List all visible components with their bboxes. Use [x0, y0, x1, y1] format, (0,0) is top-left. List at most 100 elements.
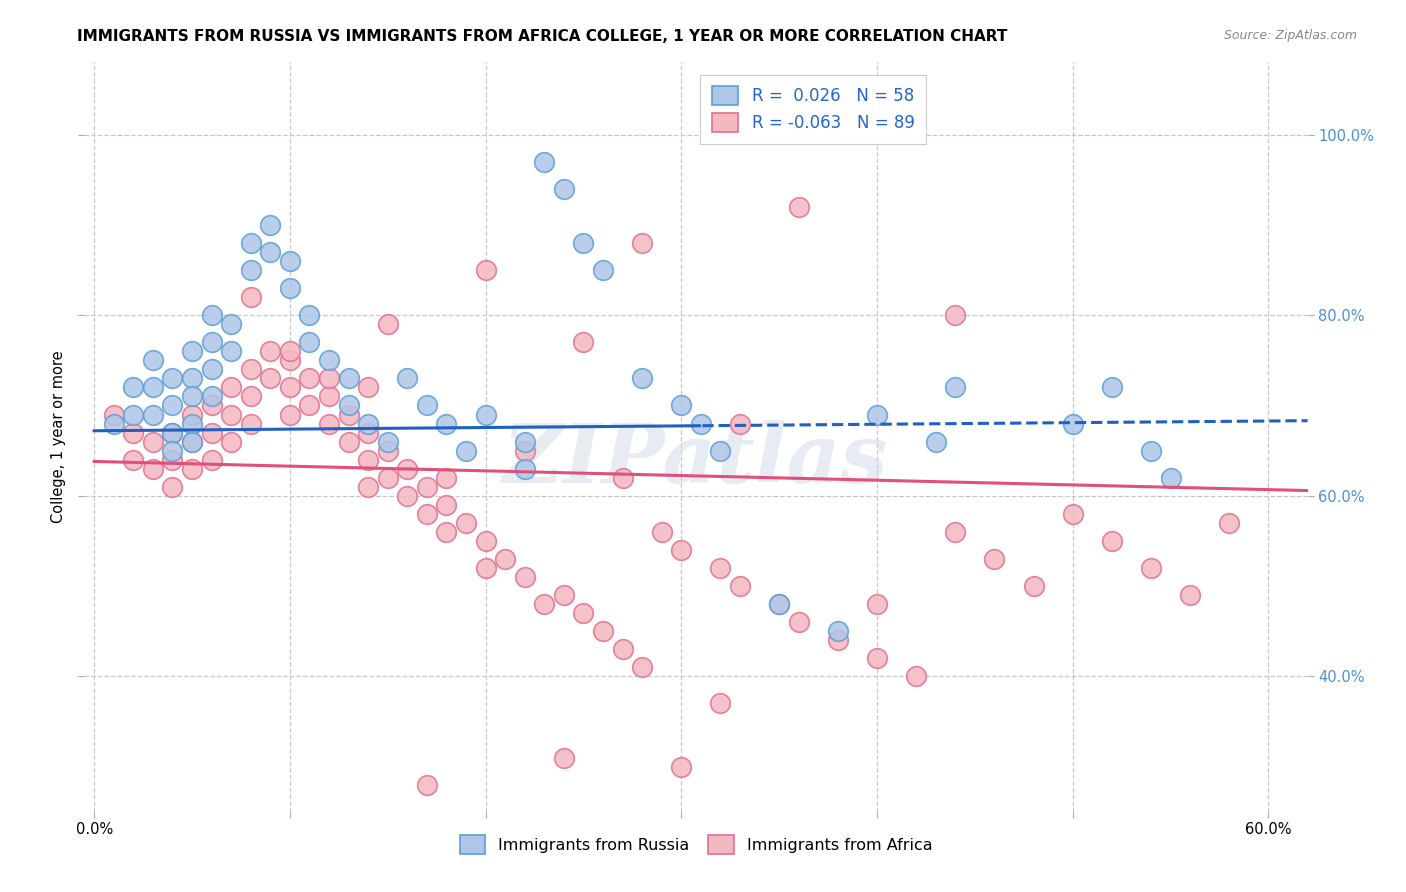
Point	[572, 235, 595, 250]
Point	[181, 389, 204, 403]
Point	[219, 344, 242, 359]
Point	[239, 389, 262, 403]
Point	[866, 597, 889, 611]
Point	[278, 353, 301, 368]
Point	[1160, 471, 1182, 485]
Point	[396, 371, 419, 385]
Point	[103, 408, 125, 422]
Point	[631, 660, 654, 674]
Point	[162, 480, 184, 494]
Point	[318, 353, 340, 368]
Point	[318, 371, 340, 385]
Text: Source: ZipAtlas.com: Source: ZipAtlas.com	[1223, 29, 1357, 42]
Point	[181, 417, 204, 431]
Point	[513, 434, 536, 449]
Point	[162, 371, 184, 385]
Point	[142, 434, 165, 449]
Point	[181, 344, 204, 359]
Point	[454, 443, 477, 458]
Point	[337, 434, 360, 449]
Point	[200, 399, 222, 413]
Point	[142, 353, 165, 368]
Point	[377, 471, 399, 485]
Point	[377, 443, 399, 458]
Point	[181, 461, 204, 475]
Point	[474, 408, 496, 422]
Point	[239, 362, 262, 376]
Point	[572, 335, 595, 350]
Point	[181, 408, 204, 422]
Point	[200, 362, 222, 376]
Point	[474, 561, 496, 575]
Point	[259, 371, 281, 385]
Point	[239, 235, 262, 250]
Point	[357, 480, 380, 494]
Point	[513, 461, 536, 475]
Point	[612, 642, 634, 657]
Point	[142, 461, 165, 475]
Point	[278, 380, 301, 394]
Point	[1140, 443, 1163, 458]
Point	[671, 399, 693, 413]
Point	[200, 335, 222, 350]
Point	[866, 651, 889, 665]
Point	[142, 380, 165, 394]
Point	[1140, 561, 1163, 575]
Point	[728, 417, 751, 431]
Point	[943, 524, 966, 539]
Point	[162, 443, 184, 458]
Point	[122, 380, 145, 394]
Point	[827, 624, 849, 639]
Point	[239, 417, 262, 431]
Point	[337, 399, 360, 413]
Point	[219, 317, 242, 331]
Point	[671, 759, 693, 773]
Point	[768, 597, 790, 611]
Point	[513, 570, 536, 584]
Point	[728, 579, 751, 593]
Point	[1022, 579, 1045, 593]
Point	[318, 417, 340, 431]
Point	[943, 380, 966, 394]
Point	[631, 235, 654, 250]
Point	[219, 380, 242, 394]
Point	[122, 425, 145, 440]
Point	[318, 389, 340, 403]
Point	[983, 552, 1005, 566]
Point	[377, 434, 399, 449]
Point	[200, 452, 222, 467]
Text: IMMIGRANTS FROM RUSSIA VS IMMIGRANTS FROM AFRICA COLLEGE, 1 YEAR OR MORE CORRELA: IMMIGRANTS FROM RUSSIA VS IMMIGRANTS FRO…	[77, 29, 1008, 44]
Point	[278, 254, 301, 268]
Point	[337, 371, 360, 385]
Point	[181, 434, 204, 449]
Point	[709, 443, 731, 458]
Point	[474, 263, 496, 277]
Text: ZIPatlas: ZIPatlas	[503, 419, 889, 500]
Point	[1101, 533, 1123, 548]
Point	[553, 182, 575, 196]
Point	[298, 308, 321, 322]
Point	[787, 615, 810, 629]
Point	[357, 452, 380, 467]
Point	[553, 588, 575, 602]
Point	[416, 778, 439, 792]
Legend: Immigrants from Russia, Immigrants from Africa: Immigrants from Russia, Immigrants from …	[453, 829, 939, 860]
Point	[103, 417, 125, 431]
Point	[278, 408, 301, 422]
Point	[357, 425, 380, 440]
Point	[200, 425, 222, 440]
Point	[572, 606, 595, 620]
Point	[474, 533, 496, 548]
Point	[553, 750, 575, 764]
Point	[905, 669, 928, 683]
Point	[494, 552, 516, 566]
Point	[1062, 507, 1084, 521]
Point	[219, 408, 242, 422]
Point	[142, 408, 165, 422]
Point	[866, 408, 889, 422]
Point	[200, 308, 222, 322]
Point	[709, 561, 731, 575]
Point	[337, 408, 360, 422]
Point	[631, 371, 654, 385]
Point	[181, 434, 204, 449]
